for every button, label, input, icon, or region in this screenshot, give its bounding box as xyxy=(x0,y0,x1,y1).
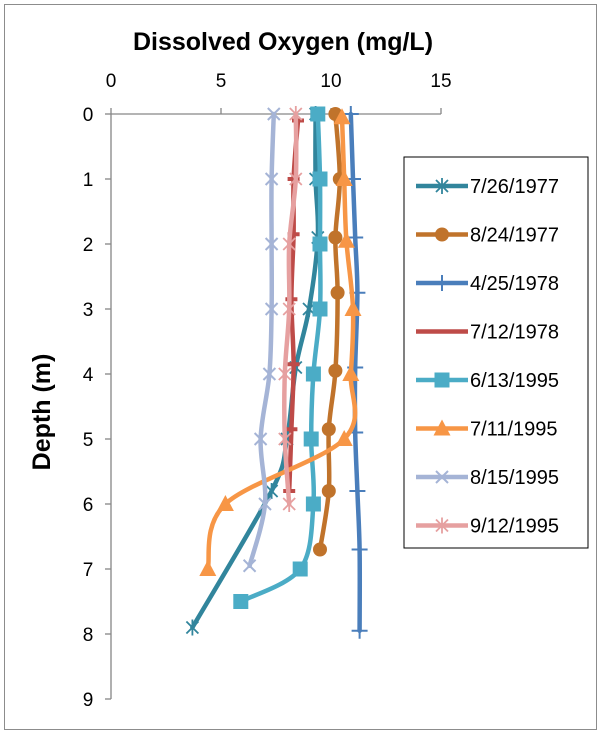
y-tick-label: 3 xyxy=(83,300,94,321)
data-point xyxy=(328,363,343,378)
data-point xyxy=(292,561,308,577)
data-point xyxy=(282,496,296,512)
legend-label: 8/15/1995 xyxy=(470,467,559,489)
data-point xyxy=(289,171,303,187)
data-point xyxy=(335,430,353,446)
data-point xyxy=(321,422,336,437)
y-tick-label: 1 xyxy=(83,170,94,191)
y-axis-label: Depth (m) xyxy=(28,354,56,471)
legend-label: 6/13/1995 xyxy=(470,370,559,392)
legend-item: 7/26/1977 xyxy=(416,176,559,198)
data-point xyxy=(347,229,364,246)
data-point xyxy=(342,365,360,381)
legend-item: 7/12/1978 xyxy=(416,322,559,344)
x-tick-label: 5 xyxy=(216,71,227,92)
legend-item: 7/11/1995 xyxy=(416,419,558,441)
legend-box xyxy=(403,156,589,549)
data-point xyxy=(321,484,336,498)
y-tick-label: 5 xyxy=(83,430,94,451)
data-point xyxy=(333,108,351,125)
y-tick-label: 9 xyxy=(83,690,94,711)
series-6 xyxy=(199,108,362,576)
data-point xyxy=(310,106,326,122)
legend-label: 4/25/1978 xyxy=(470,273,559,295)
data-point xyxy=(233,594,249,609)
series-8 xyxy=(278,106,303,512)
data-point xyxy=(264,302,279,316)
legend-swatch-marker xyxy=(435,517,449,534)
data-point xyxy=(303,431,319,447)
legend-swatch-marker xyxy=(434,372,450,388)
legend-swatch-marker xyxy=(435,178,449,194)
data-point xyxy=(253,432,268,446)
legend-item: 8/15/1995 xyxy=(416,467,559,489)
legend-swatch-marker xyxy=(435,470,449,484)
data-point xyxy=(305,496,321,512)
data-point xyxy=(282,236,296,252)
data-point xyxy=(242,559,257,573)
data-point xyxy=(278,366,292,382)
series-line xyxy=(247,111,277,569)
data-point xyxy=(264,483,279,499)
data-point xyxy=(199,560,217,576)
data-point xyxy=(305,366,321,382)
legend-item: 4/25/1978 xyxy=(416,273,559,295)
data-point xyxy=(351,622,368,639)
legend-item: 6/13/1995 xyxy=(416,370,559,392)
data-point xyxy=(258,497,272,511)
legend-swatch-marker xyxy=(433,419,451,436)
series-7 xyxy=(242,107,281,573)
series-3 xyxy=(342,106,368,639)
y-tick-label: 4 xyxy=(83,365,94,386)
y-tick-label: 2 xyxy=(83,235,94,256)
data-point xyxy=(344,300,362,316)
legend-label: 7/12/1978 xyxy=(470,322,559,344)
legend-item: 8/24/1977 xyxy=(416,225,559,247)
data-point xyxy=(330,285,345,300)
data-point xyxy=(216,495,234,511)
data-point xyxy=(264,237,279,251)
data-point xyxy=(287,232,300,237)
data-point xyxy=(351,541,368,558)
x-tick-label: 15 xyxy=(430,71,451,92)
y-tick-label: 8 xyxy=(83,625,94,646)
y-tick-label: 0 xyxy=(83,105,94,126)
legend-item: 9/12/1995 xyxy=(416,516,559,538)
data-point xyxy=(262,367,277,381)
data-point xyxy=(289,106,303,122)
legend-swatch-marker xyxy=(435,227,449,242)
data-point xyxy=(264,172,279,186)
legend-label: 9/12/1995 xyxy=(470,516,559,538)
y-tick-label: 7 xyxy=(83,560,94,581)
data-point xyxy=(267,107,281,121)
data-point xyxy=(337,231,355,248)
data-point xyxy=(278,431,292,447)
legend-label: 7/11/1995 xyxy=(470,419,558,441)
data-point xyxy=(335,170,353,186)
legend-label: 8/24/1977 xyxy=(470,225,559,247)
data-point xyxy=(185,619,200,636)
data-point xyxy=(328,230,343,245)
data-point xyxy=(282,301,296,317)
data-point xyxy=(312,171,328,187)
data-point xyxy=(287,362,300,367)
series-line xyxy=(205,115,358,572)
legend-swatch-marker xyxy=(436,329,448,334)
x-tick-label: 10 xyxy=(320,71,341,92)
data-point xyxy=(313,542,327,557)
chart-title: Dissolved Oxygen (mg/L) xyxy=(133,28,433,56)
x-tick-label: 0 xyxy=(106,71,117,92)
data-point xyxy=(342,106,359,122)
data-point xyxy=(285,427,298,432)
data-point xyxy=(312,236,328,252)
legend-label: 7/26/1977 xyxy=(470,176,559,198)
legend-swatch-marker xyxy=(434,275,450,291)
data-point xyxy=(349,483,366,499)
series-5 xyxy=(233,106,328,609)
y-tick-label: 6 xyxy=(83,495,94,516)
data-point xyxy=(312,301,328,317)
